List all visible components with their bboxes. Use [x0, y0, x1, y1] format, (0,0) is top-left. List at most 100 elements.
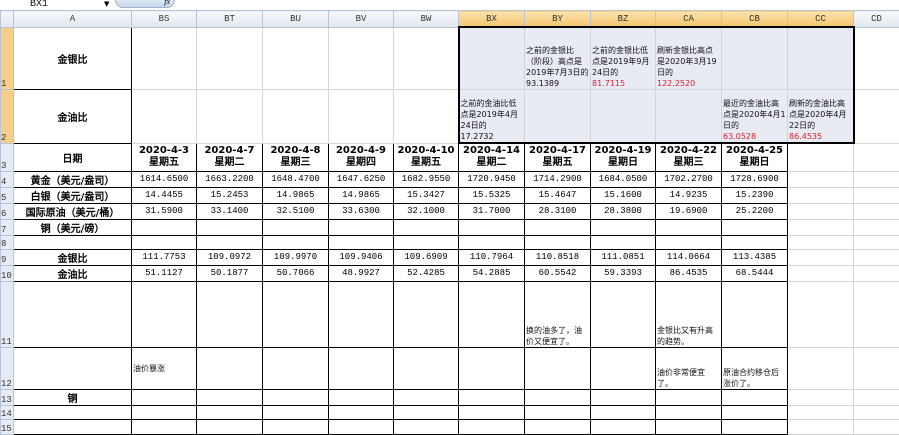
cell-by2[interactable] — [525, 89, 591, 143]
cell-ca14[interactable] — [656, 405, 722, 419]
cell-bs8[interactable] — [132, 235, 197, 249]
cell-cd9[interactable] — [854, 249, 899, 265]
cell-cc12[interactable] — [788, 347, 854, 389]
row-header-13[interactable]: 13 — [1, 389, 14, 405]
value-cell[interactable]: 32.1000 — [394, 203, 459, 219]
cell-bu12[interactable] — [263, 347, 329, 389]
row-header-11[interactable]: 11 — [1, 281, 14, 347]
value-cell[interactable]: 113.4385 — [722, 249, 788, 265]
cell-cd10[interactable] — [854, 265, 899, 281]
column-header-a[interactable]: A — [14, 11, 132, 28]
row-label[interactable] — [14, 405, 132, 419]
comment-cell[interactable]: 之前的金银比（阶段）高点是2019年7月3日的93.1389 — [525, 27, 591, 89]
cell-cd14[interactable] — [854, 405, 899, 419]
cell-by7[interactable] — [525, 219, 591, 235]
row-label[interactable]: 白银（美元/盎司） — [14, 187, 132, 203]
value-cell[interactable]: 50.7066 — [263, 265, 329, 281]
value-cell[interactable]: 15.5325 — [459, 187, 525, 203]
column-header-ca[interactable]: CA — [656, 11, 722, 28]
row-label[interactable]: 金银比 — [14, 27, 132, 89]
value-cell[interactable]: 14.9865 — [329, 187, 394, 203]
cell-cc7[interactable] — [788, 219, 854, 235]
value-cell[interactable]: 1728.6900 — [722, 171, 788, 187]
cell-bu13[interactable] — [263, 389, 329, 405]
row-label[interactable]: 国际原油（美元/桶） — [14, 203, 132, 219]
value-cell[interactable]: 1720.9450 — [459, 171, 525, 187]
cell-bz14[interactable] — [591, 405, 656, 419]
cell-bz8[interactable] — [591, 235, 656, 249]
cell-bs15[interactable] — [132, 419, 197, 434]
value-cell[interactable]: 50.1877 — [197, 265, 263, 281]
cell-cc5[interactable] — [788, 187, 854, 203]
cell-bx13[interactable] — [459, 389, 525, 405]
cell-bv7[interactable] — [329, 219, 394, 235]
cell-bv11[interactable] — [329, 281, 394, 347]
cell-bw11[interactable] — [394, 281, 459, 347]
value-cell[interactable]: 14.4455 — [132, 187, 197, 203]
row-header-3[interactable]: 3 — [1, 143, 14, 171]
row-header-8[interactable]: 8 — [1, 235, 14, 249]
comment-cell[interactable]: 油价非常便宜了。 — [656, 347, 722, 389]
value-cell[interactable]: 1682.9550 — [394, 171, 459, 187]
cell-bw1[interactable] — [394, 27, 459, 89]
cell-bt8[interactable] — [197, 235, 263, 249]
cell-bt2[interactable] — [197, 89, 263, 143]
cell-by12[interactable] — [525, 347, 591, 389]
cell-cc13[interactable] — [788, 389, 854, 405]
value-cell[interactable]: 14.9865 — [263, 187, 329, 203]
cell-cd13[interactable] — [854, 389, 899, 405]
cell-bw7[interactable] — [394, 219, 459, 235]
comment-cell[interactable]: 原油合约移仓后涨价了。 — [722, 347, 788, 389]
cell-cc9[interactable] — [788, 249, 854, 265]
cell-cc6[interactable] — [788, 203, 854, 219]
column-header-cd[interactable]: CD — [854, 11, 899, 28]
value-cell[interactable]: 15.2390 — [722, 187, 788, 203]
value-cell[interactable]: 19.6900 — [656, 203, 722, 219]
cell-cd12[interactable] — [854, 347, 899, 389]
column-header-cc[interactable]: CC — [788, 11, 854, 28]
cell-by13[interactable] — [525, 389, 591, 405]
row-label[interactable]: 金油比 — [14, 89, 132, 143]
cell-bs14[interactable] — [132, 405, 197, 419]
comment-cell[interactable]: 金银比又有升高的趋势。 — [656, 281, 722, 347]
comment-cell[interactable]: 换的油多了，油价又便宜了。 — [525, 281, 591, 347]
value-cell[interactable]: 68.5444 — [722, 265, 788, 281]
value-cell[interactable]: 111.0851 — [591, 249, 656, 265]
cell-cc14[interactable] — [788, 405, 854, 419]
row-header-9[interactable]: 9 — [1, 249, 14, 265]
row-header-7[interactable]: 7 — [1, 219, 14, 235]
cell-cd2[interactable] — [854, 89, 899, 143]
cell-bw15[interactable] — [394, 419, 459, 434]
cell-cd5[interactable] — [854, 187, 899, 203]
cell-bx14[interactable] — [459, 405, 525, 419]
value-cell[interactable]: 1714.2900 — [525, 171, 591, 187]
cell-cc1[interactable] — [788, 27, 854, 89]
row-header-15[interactable]: 15 — [1, 419, 14, 434]
cell-bs11[interactable] — [132, 281, 197, 347]
cell-bt15[interactable] — [197, 419, 263, 434]
row-header-1[interactable]: 1 — [1, 27, 14, 89]
value-cell[interactable]: 15.4647 — [525, 187, 591, 203]
value-cell[interactable]: 1663.2200 — [197, 171, 263, 187]
cell-bv14[interactable] — [329, 405, 394, 419]
row-header-10[interactable]: 10 — [1, 265, 14, 281]
row-label[interactable]: 铜（美元/磅） — [14, 219, 132, 235]
value-cell[interactable]: 1614.6500 — [132, 171, 197, 187]
value-cell[interactable]: 110.7964 — [459, 249, 525, 265]
name-box[interactable]: BX1 — [30, 0, 48, 10]
row-label[interactable] — [14, 235, 132, 249]
cell-cb15[interactable] — [722, 419, 788, 434]
cell-cb14[interactable] — [722, 405, 788, 419]
cell-cc8[interactable] — [788, 235, 854, 249]
cell-by8[interactable] — [525, 235, 591, 249]
cell-ca7[interactable] — [656, 219, 722, 235]
